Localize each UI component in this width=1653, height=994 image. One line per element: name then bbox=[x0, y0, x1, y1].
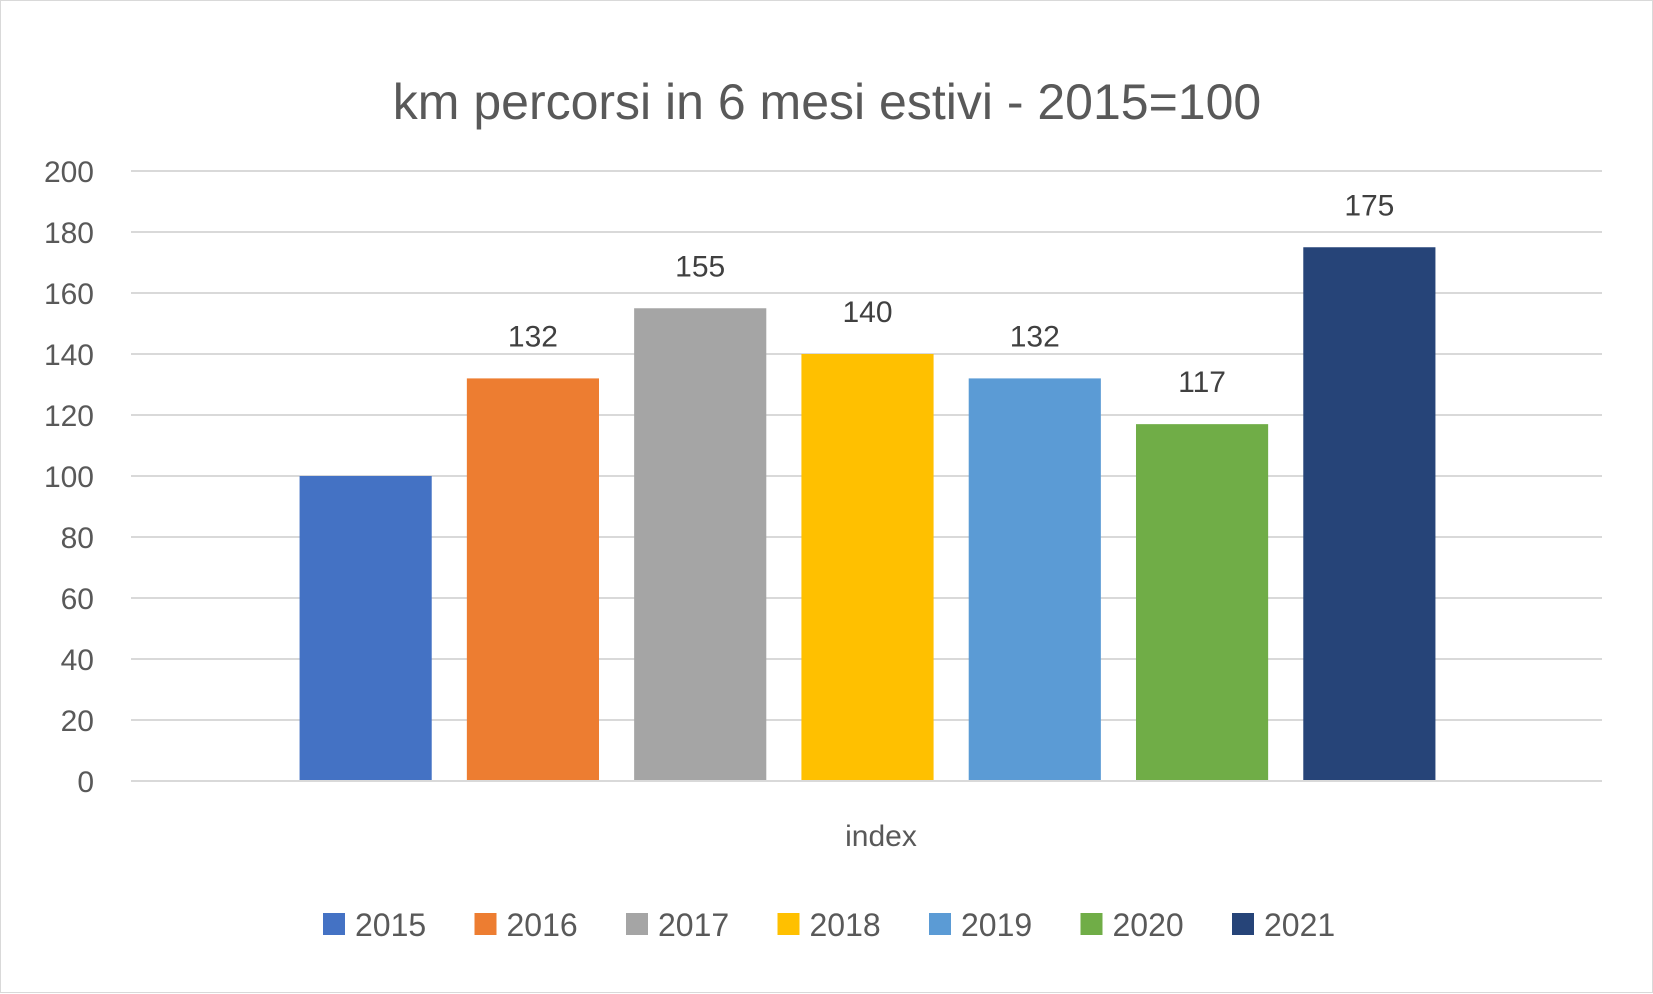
bar-2015 bbox=[299, 476, 432, 781]
data-label-2016: 132 bbox=[508, 320, 558, 353]
y-tick-label: 20 bbox=[61, 705, 94, 738]
y-tick-label: 60 bbox=[61, 583, 94, 616]
y-tick-label: 160 bbox=[44, 278, 94, 311]
y-tick-label: 0 bbox=[77, 766, 94, 799]
legend-label: 2018 bbox=[810, 907, 881, 943]
chart-title: km percorsi in 6 mesi estivi - 2015=100 bbox=[393, 74, 1261, 130]
y-tick-label: 100 bbox=[44, 461, 94, 494]
data-label-2018: 140 bbox=[842, 296, 892, 329]
y-tick-label: 140 bbox=[44, 339, 94, 372]
y-axis-ticks: 0 20 40 60 80 100 120 140 160 180 200 bbox=[44, 156, 94, 799]
data-labels: 132 155 140 132 117 175 bbox=[508, 189, 1394, 399]
legend-item-2015: 2015 bbox=[323, 907, 426, 943]
data-label-2021: 175 bbox=[1344, 189, 1394, 222]
y-tick-label: 200 bbox=[44, 156, 94, 189]
legend-label: 2015 bbox=[355, 907, 426, 943]
bar-2019 bbox=[968, 378, 1101, 781]
legend-swatch bbox=[1080, 913, 1103, 935]
legend-swatch bbox=[626, 913, 648, 935]
bar-2018 bbox=[801, 354, 934, 781]
data-label-2019: 132 bbox=[1010, 320, 1060, 353]
legend-label: 2017 bbox=[658, 907, 729, 943]
data-label-2017: 155 bbox=[675, 250, 725, 283]
legend-swatch bbox=[777, 913, 800, 935]
legend-label: 2019 bbox=[961, 907, 1032, 943]
legend-item-2016: 2016 bbox=[474, 907, 578, 943]
y-tick-label: 180 bbox=[44, 217, 94, 250]
bar-2016 bbox=[466, 378, 600, 781]
legend-swatch bbox=[929, 913, 951, 935]
data-label-2020: 117 bbox=[1178, 366, 1226, 399]
bars bbox=[299, 247, 1436, 781]
legend-swatch bbox=[323, 913, 345, 935]
legend-label: 2016 bbox=[507, 907, 578, 943]
x-axis-label: index bbox=[845, 820, 917, 853]
bar-2021 bbox=[1303, 247, 1436, 781]
y-tick-label: 40 bbox=[61, 644, 94, 677]
y-tick-label: 80 bbox=[61, 522, 94, 555]
legend-item-2021: 2021 bbox=[1232, 907, 1335, 943]
legend-item-2019: 2019 bbox=[929, 907, 1032, 943]
legend-item-2020: 2020 bbox=[1080, 907, 1184, 943]
bar-2020 bbox=[1135, 424, 1269, 781]
legend-swatch bbox=[1232, 913, 1254, 935]
bar-2017 bbox=[634, 308, 767, 781]
legend-label: 2020 bbox=[1113, 907, 1184, 943]
legend: 2015 2016 2017 2018 2019 2020 2021 bbox=[323, 907, 1335, 943]
legend-item-2017: 2017 bbox=[626, 907, 729, 943]
legend-swatch bbox=[474, 913, 497, 935]
y-tick-label: 120 bbox=[44, 400, 94, 433]
legend-label: 2021 bbox=[1264, 907, 1335, 943]
legend-item-2018: 2018 bbox=[777, 907, 881, 943]
